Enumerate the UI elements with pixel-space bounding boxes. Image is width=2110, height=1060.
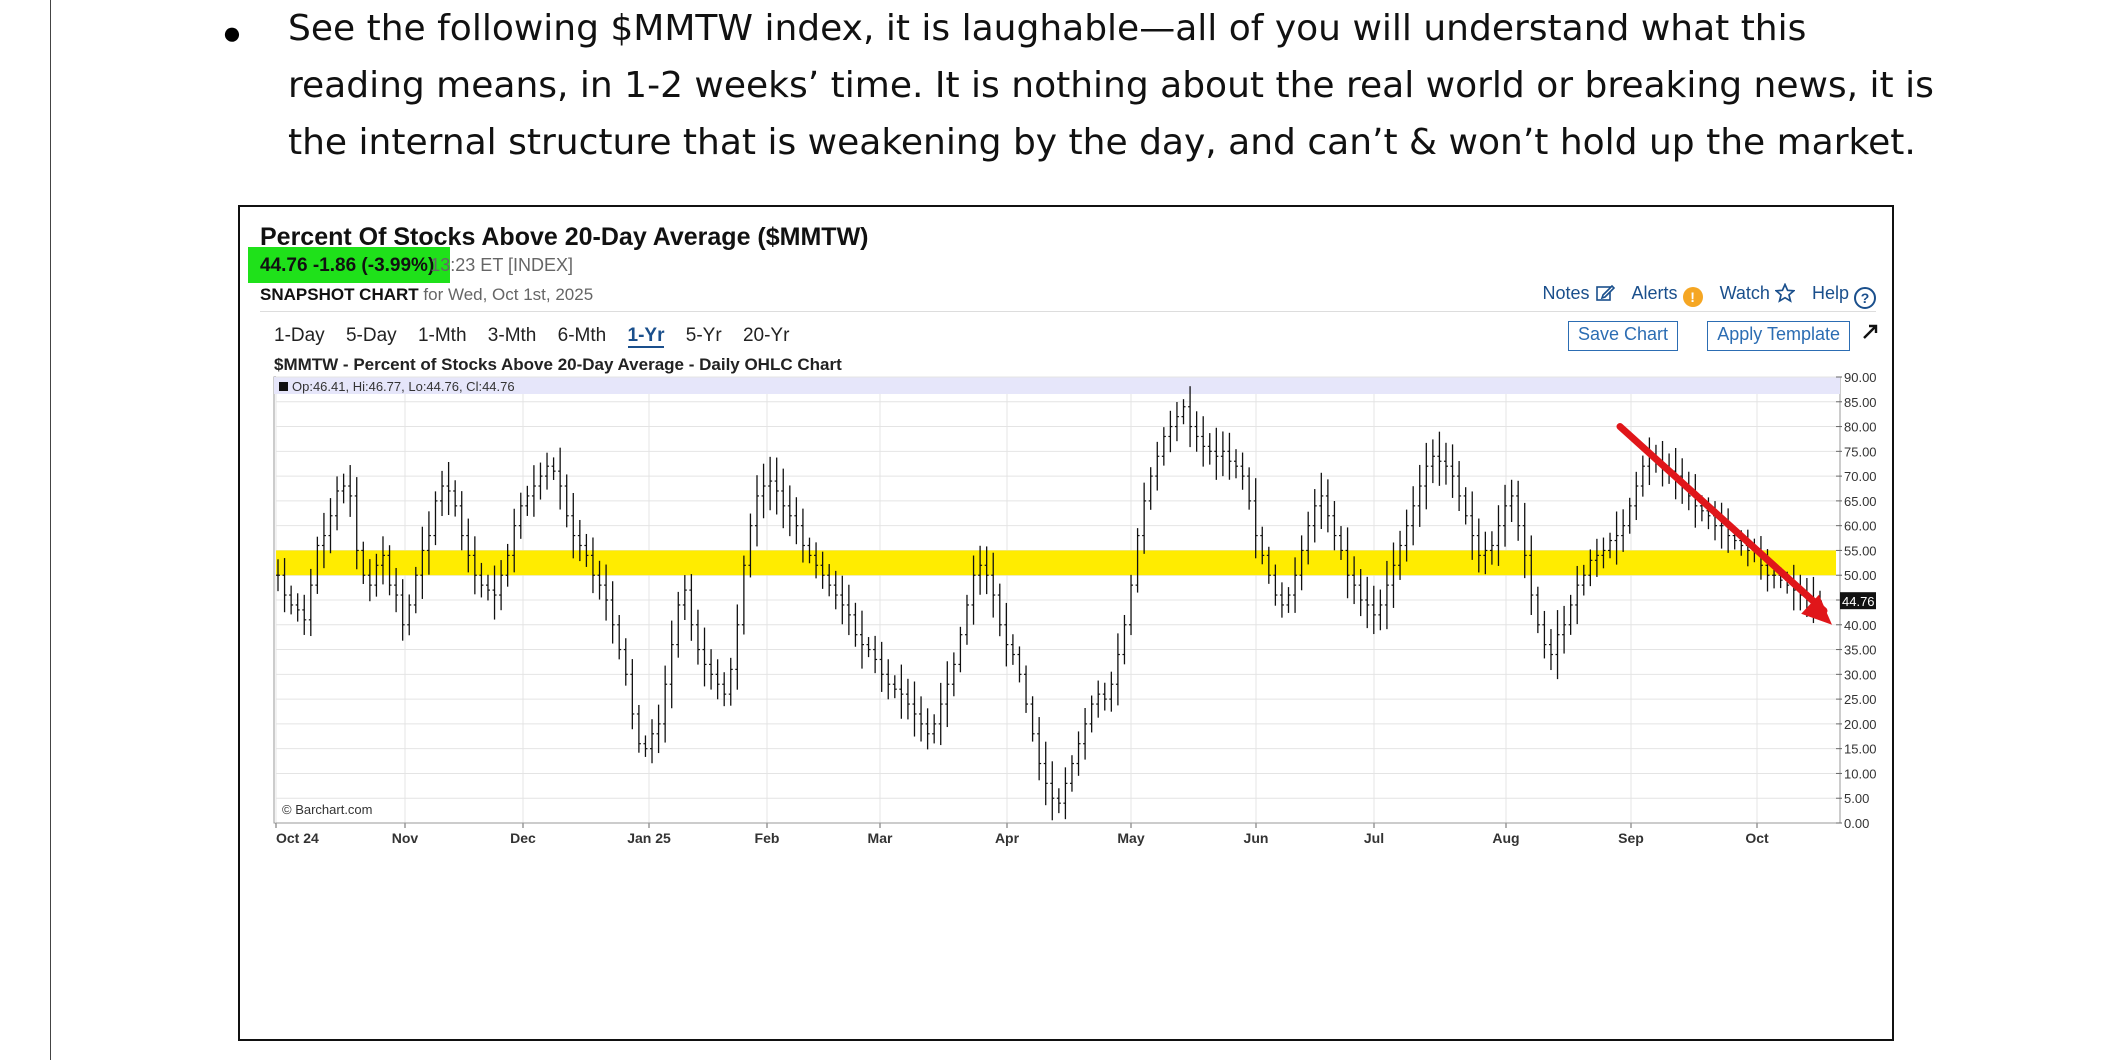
- snapshot-label: SNAPSHOT CHART: [260, 285, 419, 304]
- y-tick-label: 65.00: [1844, 494, 1877, 509]
- expand-icon[interactable]: [1860, 322, 1880, 342]
- star-icon: [1774, 283, 1795, 303]
- chart-subtitle: $MMTW - Percent of Stocks Above 20-Day A…: [274, 355, 842, 374]
- page-border: [50, 0, 51, 1060]
- x-tick-label: Jan 25: [627, 830, 671, 846]
- y-tick-label: 30.00: [1844, 667, 1877, 682]
- ohlc-bars: [276, 386, 1822, 821]
- x-tick-label: Jul: [1364, 830, 1384, 846]
- y-tick-label: 0.00: [1844, 816, 1869, 831]
- y-tick-label: 75.00: [1844, 444, 1877, 459]
- bullet-marker: ●: [222, 14, 242, 51]
- tab-1-day[interactable]: 1-Day: [274, 325, 325, 346]
- y-tick-label: 85.00: [1844, 395, 1877, 410]
- x-tick-label: Dec: [510, 830, 536, 846]
- y-tick-label: 60.00: [1844, 519, 1877, 534]
- chart-card-title: Percent Of Stocks Above 20-Day Average (…: [260, 223, 869, 251]
- ohlc-chart: Op:46.41, Hi:46.77, Lo:44.76, Cl:44.76 ©…: [273, 370, 1877, 846]
- y-tick-label: 50.00: [1844, 568, 1877, 583]
- tab-1-mth[interactable]: 1-Mth: [417, 325, 467, 346]
- y-tick-label: 20.00: [1844, 717, 1877, 732]
- x-tick-label: Feb: [755, 830, 780, 846]
- x-tick-label: Sep: [1618, 830, 1644, 846]
- ohlc-header-band: [274, 377, 1840, 394]
- bullet-line-1: See the following $MMTW index, it is lau…: [288, 8, 1807, 49]
- notes-link[interactable]: Notes: [1542, 283, 1615, 303]
- notes-label: Notes: [1542, 283, 1590, 303]
- x-tick-label: Oct 24: [276, 830, 319, 846]
- header-divider: [260, 311, 1876, 312]
- last-value-box: [1840, 592, 1876, 610]
- y-tick-label: 40.00: [1844, 618, 1877, 633]
- alerts-label: Alerts: [1631, 283, 1678, 303]
- ohlc-label: Op:46.41, Hi:46.77, Lo:44.76, Cl:44.76: [292, 379, 515, 394]
- yellow-band: [276, 550, 1836, 576]
- apply-template-button[interactable]: Apply Template: [1707, 321, 1850, 351]
- y-tick-label: 15.00: [1844, 742, 1877, 757]
- arrow-shaft: [1616, 423, 1828, 615]
- last-value-marker: 44.76: [1840, 592, 1876, 610]
- snapshot-date: for Wed, Oct 1st, 2025: [423, 285, 594, 304]
- x-tick-label: Oct: [1745, 830, 1769, 846]
- tab-20-yr[interactable]: 20-Yr: [742, 325, 790, 346]
- y-tick-label: 5.00: [1844, 791, 1869, 806]
- y-tick-label: 35.00: [1844, 643, 1877, 658]
- help-link[interactable]: Help ?: [1811, 283, 1876, 309]
- y-tick-label: 80.00: [1844, 420, 1877, 435]
- y-tick-label: 90.00: [1844, 370, 1877, 385]
- chart-links: Notes Alerts ! Watch Help ?: [1530, 283, 1876, 309]
- alert-icon: !: [1682, 287, 1703, 307]
- x-tick-label: Nov: [392, 830, 419, 846]
- bullet-paragraph: See the following $MMTW index, it is lau…: [288, 0, 1934, 171]
- x-tick-label: Jun: [1244, 830, 1269, 846]
- trend-arrow: [1616, 423, 1832, 625]
- help-icon: ?: [1854, 287, 1876, 309]
- bullet-line-2: reading means, in 1-2 weeks’ time. It is…: [288, 65, 1934, 106]
- watch-link[interactable]: Watch: [1720, 283, 1795, 303]
- watch-label: Watch: [1719, 283, 1770, 303]
- snapshot-line: SNAPSHOT CHART for Wed, Oct 1st, 2025: [260, 285, 593, 305]
- tab-5-yr[interactable]: 5-Yr: [685, 325, 722, 346]
- y-tick-label: 70.00: [1844, 469, 1877, 484]
- watermark: © Barchart.com: [282, 802, 373, 817]
- tab-3-mth[interactable]: 3-Mth: [487, 325, 537, 346]
- y-tick-label: 10.00: [1844, 766, 1877, 781]
- x-tick-label: Mar: [868, 830, 893, 846]
- x-tick-label: Aug: [1492, 830, 1519, 846]
- help-label: Help: [1811, 283, 1849, 303]
- arrow-head: [1801, 594, 1832, 625]
- quote-value: 44.76 -1.86 (-3.99%): [248, 247, 451, 283]
- quote-row: 44.76 -1.86 (-3.99%)13:23 ET [INDEX]: [248, 247, 573, 291]
- tab-5-day[interactable]: 5-Day: [345, 325, 397, 346]
- save-chart-button[interactable]: Save Chart: [1567, 321, 1678, 351]
- alerts-link[interactable]: Alerts !: [1631, 283, 1703, 307]
- y-tick-label: 55.00: [1844, 543, 1877, 558]
- tab-6-mth[interactable]: 6-Mth: [557, 325, 607, 346]
- quote-time: 13:23 ET [INDEX]: [430, 255, 573, 275]
- bullet-line-3: the internal structure that is weakening…: [288, 122, 1916, 163]
- last-value-text: 44.76: [1842, 594, 1875, 609]
- legend-square: [279, 382, 288, 391]
- period-tabs: 1-Day 5-Day 1-Mth 3-Mth 6-Mth 1-Yr 5-Yr …: [274, 325, 805, 348]
- tab-1-yr[interactable]: 1-Yr: [627, 325, 665, 348]
- y-tick-label: 25.00: [1844, 692, 1877, 707]
- x-axis: Oct 24 Nov Dec Jan 25 Feb Mar Apr May Jun Jul Aug S…: [275, 822, 1836, 846]
- x-tick-label: May: [1117, 830, 1144, 846]
- edit-icon: [1595, 284, 1615, 301]
- chart-card: Percent Of Stocks Above 20-Day Average (…: [238, 205, 1894, 1041]
- x-tick-label: Apr: [995, 830, 1020, 846]
